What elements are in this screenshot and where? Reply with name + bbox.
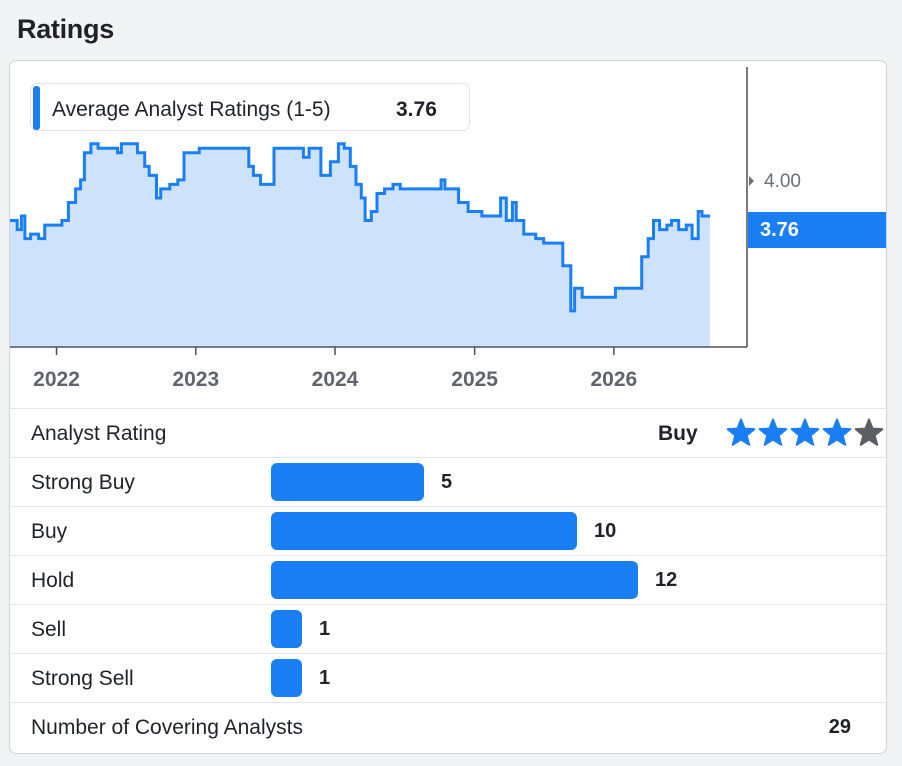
rating-row-hold: Hold 12 xyxy=(10,555,886,604)
rating-row-strong-sell: Strong Sell 1 xyxy=(10,653,886,702)
rating-row-strong-buy: Strong Buy 5 xyxy=(10,457,886,506)
analyst-rating-label: Analyst Rating xyxy=(31,422,167,445)
rating-row-label: Sell xyxy=(31,618,67,641)
chart-line xyxy=(10,142,710,313)
covering-analysts-row: Number of Covering Analysts 29 xyxy=(10,702,886,751)
rating-row-buy: Buy 10 xyxy=(10,506,886,555)
rating-count-value: 1 xyxy=(319,618,331,640)
ratings-card: Average Analyst Ratings (1-5) 3.76 2022 2… xyxy=(9,60,887,754)
x-tick-label: 2025 xyxy=(451,368,498,391)
rating-row-label: Buy xyxy=(31,520,68,543)
y-tick-label: 4.00 xyxy=(764,171,801,192)
star-filled-icon xyxy=(790,418,820,446)
rating-stars xyxy=(726,418,886,448)
rating-breakdown: Analyst Rating Buy Strong Buy 5 Buy 10 Hold 1… xyxy=(10,408,886,751)
star-filled-icon xyxy=(726,418,756,446)
rating-count-value: 5 xyxy=(441,471,453,493)
star-filled-icon xyxy=(822,418,852,446)
rating-row-label: Strong Sell xyxy=(31,667,134,690)
rating-count-value: 12 xyxy=(655,569,678,591)
x-tick-label: 2022 xyxy=(33,368,80,391)
star-filled-icon xyxy=(758,418,788,446)
rating-count-value: 1 xyxy=(319,667,331,689)
legend-value: 3.76 xyxy=(396,98,437,121)
analyst-rating-value: Buy xyxy=(658,422,698,445)
rating-row-label: Strong Buy xyxy=(31,471,135,494)
ratings-chart[interactable] xyxy=(10,61,886,406)
rating-count-value: 10 xyxy=(594,520,617,542)
rating-count-bar xyxy=(271,610,302,648)
chart-legend: Average Analyst Ratings (1-5) 3.76 xyxy=(30,83,470,131)
y-tick-arrow-icon xyxy=(749,176,754,186)
rating-row-label: Hold xyxy=(31,569,75,592)
rating-count-bar xyxy=(271,463,424,501)
section-title: Ratings xyxy=(17,14,114,44)
rating-row-sell: Sell 1 xyxy=(10,604,886,653)
rating-count-bar xyxy=(271,659,302,697)
rating-count-bar xyxy=(271,512,577,550)
analyst-rating-row: Analyst Rating Buy xyxy=(10,408,886,457)
legend-color-bar xyxy=(33,86,40,130)
covering-analysts-label: Number of Covering Analysts xyxy=(31,716,303,739)
x-tick-label: 2023 xyxy=(172,368,220,391)
x-tick-label: 2024 xyxy=(311,368,359,391)
rating-count-bar xyxy=(271,561,638,599)
legend-label: Average Analyst Ratings (1-5) xyxy=(52,98,331,121)
chart-area-fill xyxy=(10,143,710,347)
covering-analysts-count: 29 xyxy=(828,716,851,738)
star-empty-icon xyxy=(854,418,884,446)
x-tick-label: 2026 xyxy=(590,368,638,391)
current-value-badge: 3.76 xyxy=(748,212,886,248)
